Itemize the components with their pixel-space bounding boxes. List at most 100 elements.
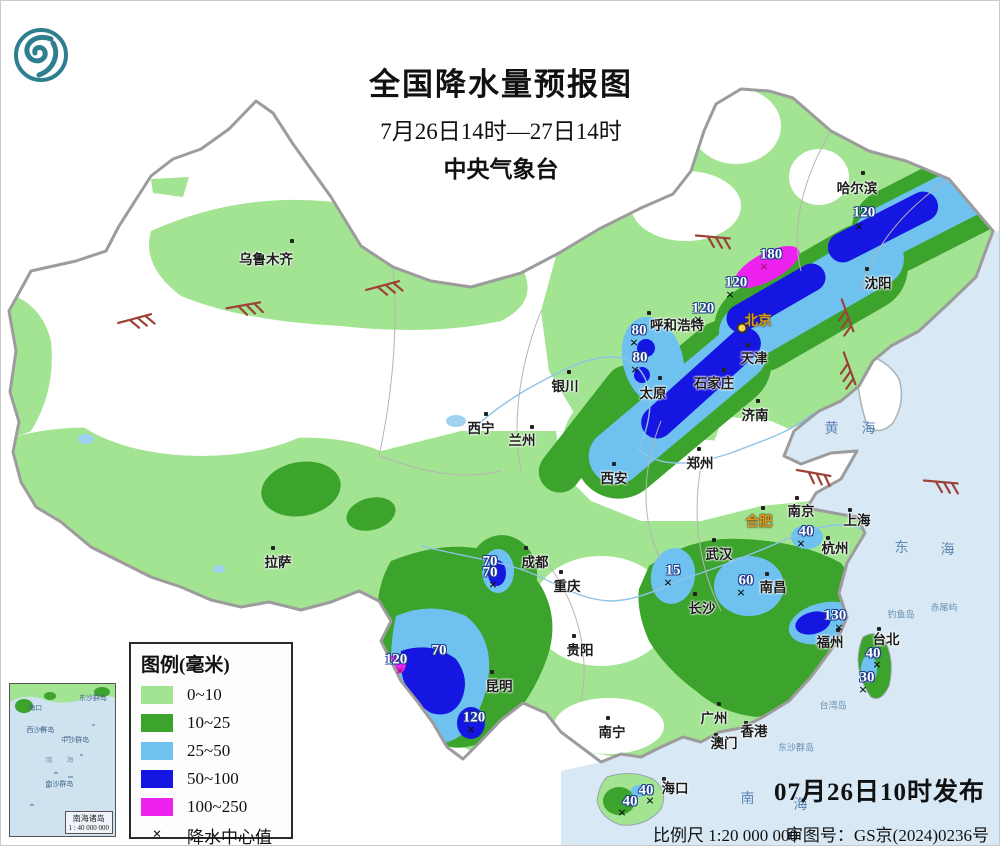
precip-center-mark: × — [488, 577, 498, 594]
city-label: 银川 — [551, 379, 579, 394]
city-label: 西安 — [600, 471, 628, 486]
wind-barb-icon — [920, 476, 962, 506]
city-dot — [559, 570, 563, 574]
city-label: 贵阳 — [566, 643, 594, 658]
sea-label: 东 — [894, 541, 910, 556]
city-label: 广州 — [700, 711, 728, 726]
precip-value-label: 40 — [638, 782, 654, 799]
capital-marker — [736, 322, 748, 334]
legend-row: 100~250 — [141, 793, 283, 821]
legend-swatch — [141, 686, 173, 704]
city-dot — [662, 777, 666, 781]
city-label: 沈阳 — [864, 276, 892, 291]
city-label: 南昌 — [759, 580, 787, 595]
precip-center-mark: × — [693, 312, 703, 329]
legend-range-label: 10~25 — [187, 713, 231, 732]
city-label: 天津 — [740, 351, 768, 366]
precip-center-label: 降水中心值 — [187, 827, 272, 846]
city-label: 郑州 — [686, 456, 714, 471]
precip-center-mark: × — [629, 335, 639, 352]
city-dot — [877, 627, 881, 631]
city-dot — [290, 239, 294, 243]
legend-row-center: × 降水中心值 — [141, 821, 283, 846]
precip-value-label: 40 — [865, 645, 881, 662]
precip-value-label: 120 — [462, 709, 486, 726]
city-dot — [795, 496, 799, 500]
precip-value-label: 120 — [384, 651, 408, 668]
precip-center-mark: × — [617, 805, 627, 822]
inset-place-label: 中沙群岛 — [61, 736, 90, 745]
precip-value-label: 40 — [622, 793, 638, 810]
city-dot — [722, 368, 726, 372]
city-dot — [848, 508, 852, 512]
precip-center-mark: × — [854, 219, 864, 236]
sea-label: 南 — [740, 792, 756, 807]
city-dot — [836, 628, 840, 632]
legend-box: 图例(毫米) 0~10 10~25 25~50 50~100 100~250 × 降水中… — [129, 642, 293, 845]
cma-logo — [11, 25, 71, 85]
precip-value-label: 130 — [823, 607, 847, 624]
city-label: 香港 — [740, 724, 768, 739]
precip-value-label: 30 — [859, 669, 875, 686]
precip-value-label: 180 — [759, 246, 783, 263]
inset-islands-label: 南海诸岛 — [72, 814, 105, 823]
precip-value-label: 70 — [482, 564, 498, 581]
lakes — [78, 415, 466, 573]
precip-value-label: 120 — [724, 274, 748, 291]
wind-barb-icon — [821, 349, 860, 396]
city-label: 拉萨 — [264, 555, 292, 570]
precip-center-mark: × — [796, 536, 806, 553]
city-label: 澳门 — [710, 736, 738, 751]
city-dot — [714, 733, 718, 737]
legend-range-label: 25~50 — [187, 741, 231, 760]
city-label: 重庆 — [553, 579, 581, 594]
city-label: 石家庄 — [693, 376, 735, 391]
city-label: 乌鲁木齐 — [239, 252, 293, 267]
precip-center-mark: × — [872, 657, 882, 674]
precip-value-label: 80 — [631, 322, 647, 339]
wind-barb-icon — [363, 276, 409, 312]
city-label: 台北 — [872, 632, 900, 647]
precip-center-mark: × — [645, 793, 655, 810]
inset-scale-box: 南海诸岛 1 : 40 000 000 — [64, 811, 113, 834]
precip-value-label: 70 — [431, 642, 447, 659]
precip-value-label: 15 — [665, 562, 681, 579]
legend-range-label: 100~250 — [187, 797, 248, 816]
city-dot — [693, 592, 697, 596]
legend-row: 10~25 — [141, 709, 283, 737]
inset-place-label: 西沙群岛 — [26, 725, 55, 734]
legend-range-label: 0~10 — [187, 685, 222, 704]
precip-center-mark: × — [395, 663, 405, 680]
precip-value-label: 40 — [798, 523, 814, 540]
city-label: 昆明 — [485, 679, 513, 694]
inset-place-label: 南沙群岛 — [45, 780, 74, 789]
island-label: 钓鱼岛 — [887, 609, 915, 620]
city-dot — [744, 721, 748, 725]
inset-place-label: 海口 — [28, 704, 43, 713]
wind-barb-icon — [819, 296, 858, 343]
precip-value-label: 80 — [632, 349, 648, 366]
city-label: 南宁 — [598, 725, 626, 740]
precip-center-mark: × — [736, 585, 746, 602]
city-label: 上海 — [843, 513, 871, 528]
wind-barb-icon — [791, 466, 835, 500]
rivers — [420, 356, 862, 602]
south-china-sea-inset: 南 海 南海诸岛 1 : 40 000 000 海口 东沙群岛 西沙群岛 中沙群岛 南沙… — [9, 683, 116, 837]
city-dot — [765, 572, 769, 576]
city-label: 西宁 — [467, 421, 495, 436]
sea-label: 海 — [861, 422, 877, 437]
legend-row: 50~100 — [141, 765, 283, 793]
city-dot — [865, 267, 869, 271]
city-dot — [490, 670, 494, 674]
city-dot — [717, 702, 721, 706]
taiwan-island — [857, 633, 892, 700]
city-dot — [658, 376, 662, 380]
precip-center-mark: × — [663, 575, 673, 592]
inset-sea-label: 南 海 — [45, 756, 80, 764]
china-border — [7, 87, 995, 764]
wind-barb-icon — [115, 309, 161, 345]
precip-center-mark: × — [725, 287, 735, 304]
sea-label: 海 — [940, 543, 956, 558]
